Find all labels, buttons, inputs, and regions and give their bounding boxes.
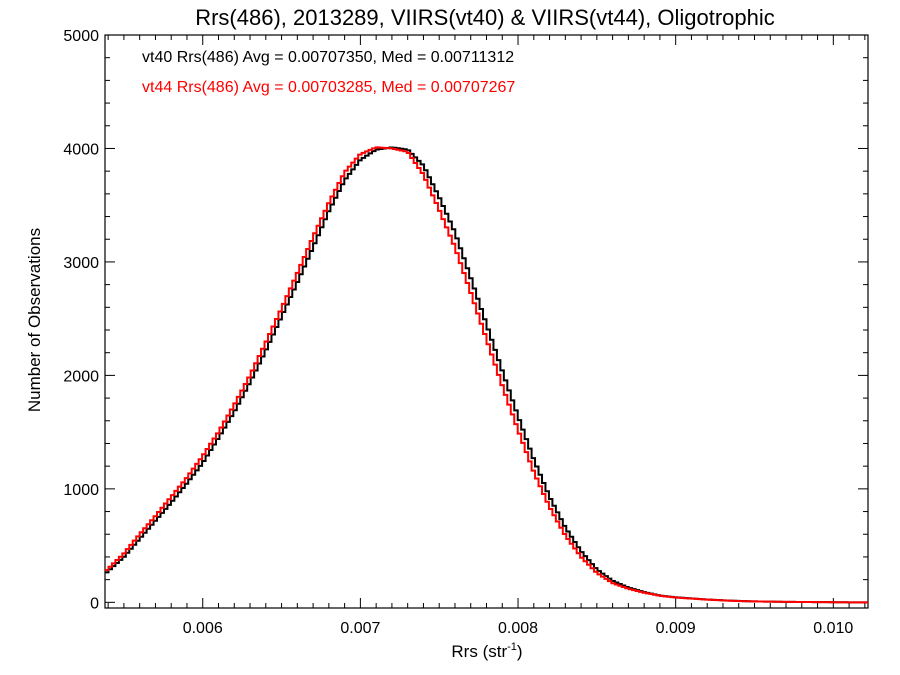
series-line-vt40 <box>105 146 868 604</box>
x-axis-label-superscript: -1 <box>507 641 517 653</box>
x-tick-label: 0.010 <box>813 620 853 637</box>
y-tick-label: 0 <box>90 595 99 612</box>
y-tick-label: 5000 <box>63 28 99 45</box>
y-tick-label: 2000 <box>63 368 99 385</box>
y-tick-label: 4000 <box>63 141 99 158</box>
series-layer <box>105 146 868 604</box>
y-axis-label: Number of Observations <box>25 228 44 412</box>
y-axis: 0 1000 2000 3000 4000 5000 <box>63 28 868 612</box>
annotation-vt40-stats: vt40 Rrs(486) Avg = 0.00707350, Med = 0.… <box>142 49 514 66</box>
x-tick-label: 0.007 <box>340 620 380 637</box>
x-axis: 0.006 0.007 0.008 0.009 0.010 <box>107 35 866 637</box>
y-tick-label: 1000 <box>63 482 99 499</box>
y-tick-label: 3000 <box>63 255 99 272</box>
x-axis-label-text: Rrs (str <box>451 642 507 661</box>
x-tick-label: 0.006 <box>183 620 223 637</box>
annotation-vt44-stats: vt44 Rrs(486) Avg = 0.00703285, Med = 0.… <box>142 79 515 96</box>
x-tick-label: 0.008 <box>498 620 538 637</box>
x-axis-label-suffix: ) <box>517 642 523 661</box>
series-line-vt44 <box>105 146 868 604</box>
x-axis-label: Rrs (str-1) <box>451 641 522 661</box>
x-tick-label: 0.009 <box>656 620 696 637</box>
chart-title: Rrs(486), 2013289, VIIRS(vt40) & VIIRS(v… <box>195 5 775 30</box>
